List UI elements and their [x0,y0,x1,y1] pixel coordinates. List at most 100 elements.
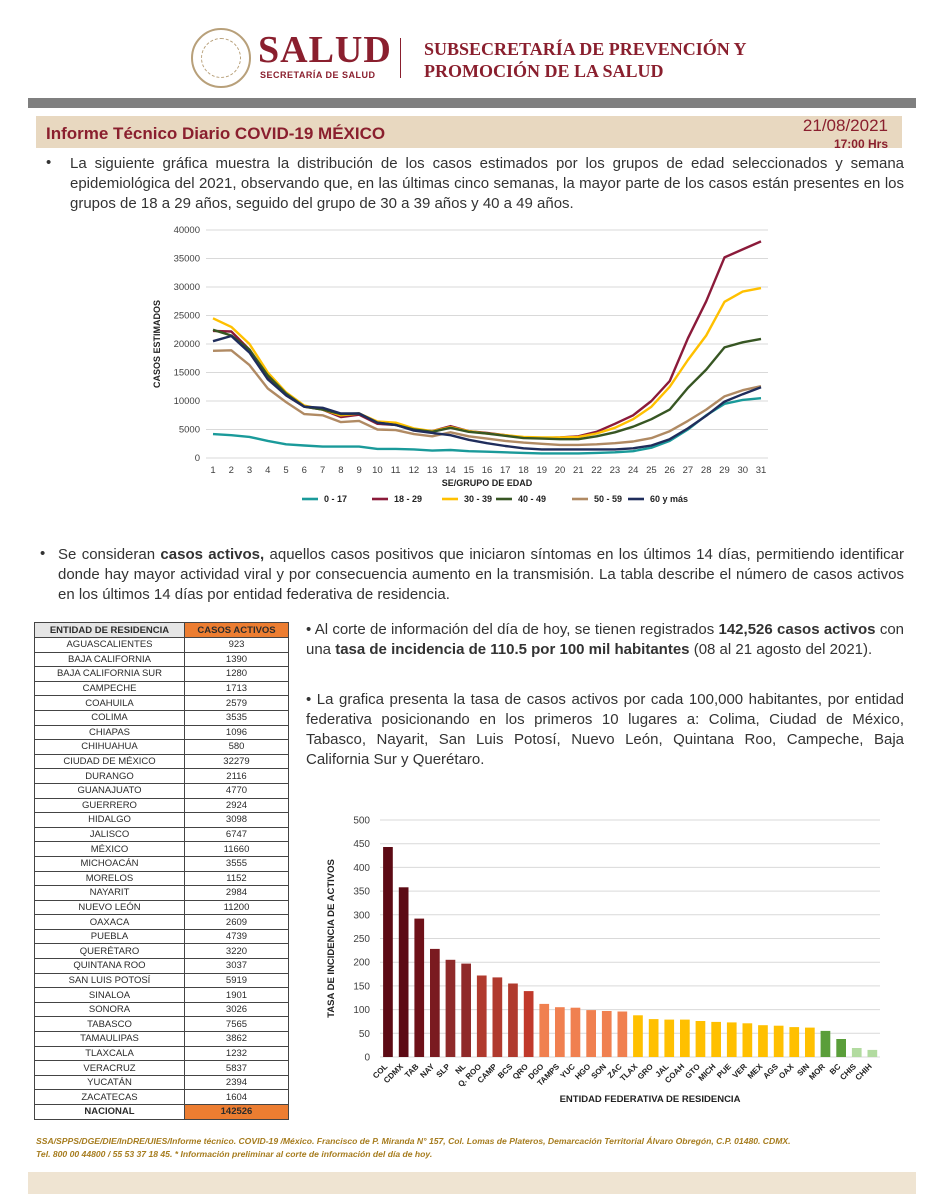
y-tick-label: 15000 [174,368,200,379]
table-row: MICHOACÁN 3555 [34,855,289,872]
active-cases-cell: 2924 [184,797,289,814]
series-line [212,328,762,441]
header-rule [28,98,916,108]
bar [711,1021,721,1057]
entity-cell: TAMAULIPAS [34,1031,185,1047]
active-cases-cell: 3535 [184,709,289,726]
active-cases-cell: 2609 [184,914,289,930]
x-tick-label: 24 [628,465,639,476]
legend-label: 0 - 17 [324,494,347,504]
entity-cell: MÉXICO [34,841,185,857]
bar [476,975,487,1057]
entity-cell: TLAXCALA [34,1045,185,1062]
y-axis-title: TASA DE INCIDENCIA DE ACTIVOS [326,859,337,1018]
y-tick-label: 20000 [174,339,200,350]
bar [445,959,456,1057]
x-tick-label: 17 [500,465,511,476]
entity-cell: COAHUILA [34,695,185,711]
x-tick-label: 14 [445,465,456,476]
active-cases-cell: 1280 [184,666,289,682]
table-row: SINALOA 1901 [34,987,289,1003]
x-axis-title: SE/GRUPO DE EDAD [442,478,533,488]
table-row: TLAXCALA 1232 [34,1045,289,1062]
footer-citation: SSA/SPPS/DGE/DIE/InDRE/UIES/Informe técn… [36,1135,916,1161]
cut-off-paragraph: • Al corte de información del día de hoy… [306,621,905,658]
active-cases-cell: 6747 [184,826,289,843]
bullet-icon: • [40,545,46,562]
active-cases-cell: 923 [184,637,289,653]
table-row: QUINTANA ROO 3037 [34,958,289,974]
table-row: COLIMA 3535 [34,709,289,726]
active-cases-cell: 1232 [184,1045,289,1062]
entity-cell: PUEBLA [34,928,185,945]
total-value-cell: 142526 [184,1104,289,1120]
y-tick-label: 100 [353,1005,370,1016]
x-tick-label: 20 [555,465,566,476]
entity-cell: QUERÉTARO [34,943,185,960]
cut-off-pre: Al corte de información del día de hoy, … [314,621,719,638]
entity-cell: VERACRUZ [34,1060,185,1076]
active-cases-cell: 11660 [184,841,289,857]
active-cases-cell: 580 [184,739,289,755]
table-row: YUCATÁN 2394 [34,1074,289,1091]
x-tick-label: YUC [559,1062,577,1080]
bar [633,1015,643,1057]
active-cases-cell: 11200 [184,899,289,916]
bar [555,1007,565,1057]
table-row: GUERRERO 2924 [34,797,289,814]
x-tick-label: 31 [756,465,767,476]
y-tick-label: 200 [353,958,370,969]
active-cases-cell: 2394 [184,1074,289,1091]
x-tick-label: 16 [482,465,493,476]
x-tick-label: GRO [636,1062,655,1081]
table-row: TAMAULIPAS 3862 [34,1031,289,1047]
table-row: QUERÉTARO 3220 [34,943,289,960]
active-cases-cell: 4739 [184,928,289,945]
active-cases-cell: 1713 [184,680,289,697]
active-cases-cell: 1152 [184,870,289,887]
y-tick-label: 5000 [179,425,200,436]
legend-label: 18 - 29 [394,494,422,504]
x-tick-label: CHIH [854,1062,874,1082]
bar [726,1022,737,1057]
series-line [212,349,762,447]
column-header-entity: ENTIDAD DE RESIDENCIA [34,622,185,638]
department-name: SUBSECRETARÍA DE PREVENCIÓN Y PROMOCIÓN … [424,38,824,82]
entity-cell: NUEVO LEÓN [34,899,185,916]
table-row: COAHUILA 2579 [34,695,289,711]
y-tick-label: 450 [353,839,370,850]
x-tick-label: 19 [537,465,548,476]
active-cases-cell: 2116 [184,768,289,784]
table-row: NAYARIT 2984 [34,885,289,901]
series-line [212,397,762,455]
entity-cell: JALISCO [34,826,185,843]
x-tick-label: AGS [761,1062,780,1081]
bar [601,1011,612,1057]
bar [398,887,409,1057]
bar [805,1027,815,1057]
y-tick-label: 500 [353,816,370,827]
salud-logo: SALUD [258,29,392,71]
y-tick-label: 40000 [174,225,200,236]
cut-off-mid: con una [306,621,905,658]
y-tick-label: 350 [353,887,370,898]
x-tick-label: 13 [427,465,438,476]
y-tick-label: 35000 [174,254,200,265]
y-axis-title: CASOS ESTIMADOS [152,300,162,388]
entity-cell: CHIHUAHUA [34,739,185,755]
active-cases-cell: 2579 [184,695,289,711]
entity-cell: MORELOS [34,870,185,887]
x-tick-label: TAB [403,1062,421,1080]
table-row: HIDALGO 3098 [34,812,289,828]
x-tick-label: 6 [302,465,307,476]
y-tick-label: 50 [359,1029,371,1040]
footer-line-1: SSA/SPPS/DGE/DIE/InDRE/UIES/Informe técn… [36,1136,791,1146]
x-tick-label: TLAX [618,1062,640,1084]
series-line [212,334,762,451]
entity-cell: DURANGO [34,768,185,784]
bullet-icon: • [46,154,52,171]
x-tick-label: 11 [391,465,401,476]
active-cases-cell: 5919 [184,972,289,989]
bar-chart: 050100150200250300350400450500COLCDMXTAB… [326,816,880,1105]
table-row: CHIHUAHUA 580 [34,739,289,755]
